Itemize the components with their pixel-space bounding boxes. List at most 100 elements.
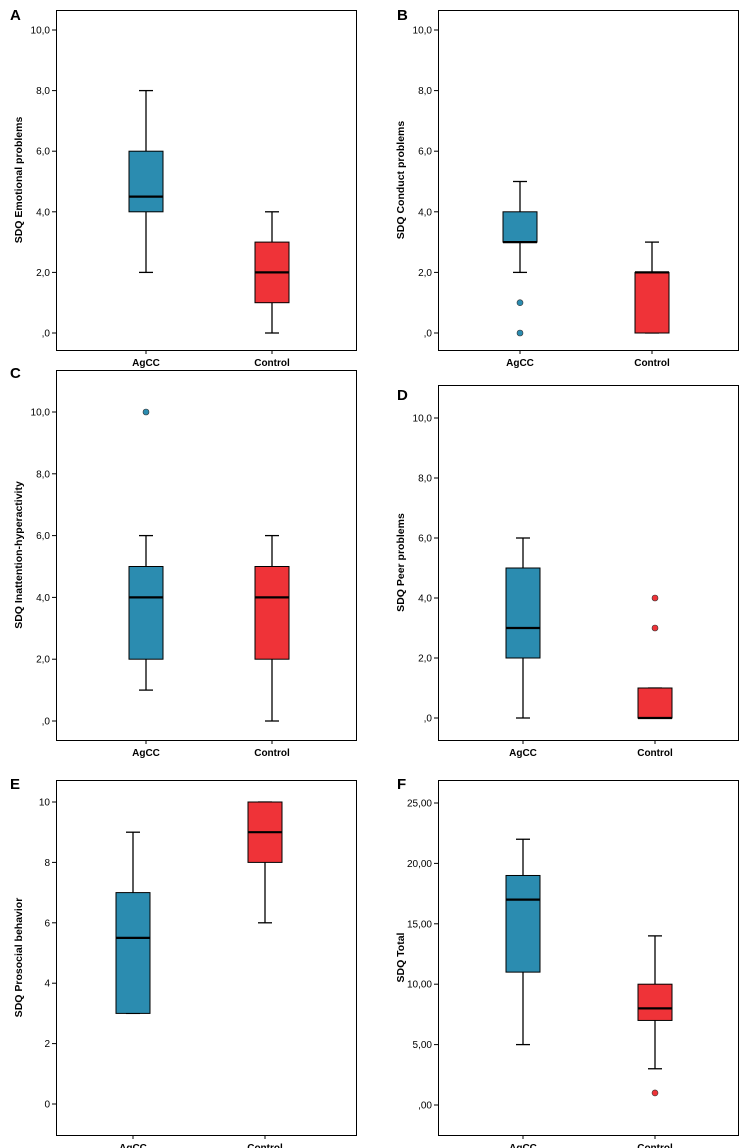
box-control: Control [634, 241, 670, 369]
y-tick-label: 4,0 [36, 207, 50, 218]
x-category-label: Control [637, 748, 673, 759]
box-agcc: AgCC [505, 537, 541, 759]
y-tick-label: 8,0 [418, 474, 432, 485]
x-category-label: Control [247, 1143, 283, 1148]
x-category-label: Control [254, 748, 290, 759]
y-tick-label: 6,0 [418, 534, 432, 545]
y-tick-label: 15,00 [407, 919, 432, 930]
y-tick-label: 25,00 [407, 799, 432, 810]
x-category-label: Control [634, 358, 670, 369]
y-tick-label: 4,0 [36, 593, 50, 604]
y-tick-label: 10,00 [407, 980, 432, 991]
plot-frame [438, 385, 739, 741]
x-category-label: AgCC [509, 748, 537, 759]
y-tick-label: 4 [44, 979, 50, 990]
outlier-point [516, 299, 524, 307]
outlier-point [651, 594, 659, 602]
x-category-label: AgCC [119, 1143, 147, 1148]
y-tick-label: ,00 [418, 1101, 432, 1112]
y-tick-label: 4,0 [418, 207, 432, 218]
x-category-label: AgCC [509, 1143, 537, 1148]
panel-letter: F [397, 776, 406, 793]
y-axis-title: SDQ Peer problems [395, 513, 407, 612]
box-agcc: AgCC [128, 408, 164, 759]
y-tick-label: 2 [44, 1039, 50, 1050]
y-tick-label: 2,0 [36, 268, 50, 279]
y-tick-label: 10,0 [31, 26, 51, 37]
panel-a: A ,0 2,0 4,0 6,0 8,0 10,0 SDQ Emotional problem… [10, 7, 357, 369]
y-tick-label: ,0 [424, 329, 433, 340]
y-tick-label: 6,0 [418, 147, 432, 158]
y-axis-title: SDQ Emotional problems [13, 117, 25, 244]
y-tick-label: 5,00 [413, 1040, 433, 1051]
panel-letter: D [397, 387, 408, 404]
x-category-label: Control [637, 1143, 673, 1148]
y-tick-label: 10,0 [413, 26, 433, 37]
outlier-point [142, 408, 150, 416]
box-control: Control [254, 211, 290, 369]
y-tick-label: ,0 [42, 329, 51, 340]
box-control: Control [247, 801, 283, 1148]
y-tick-label: ,0 [424, 714, 433, 725]
iqr-box [505, 874, 541, 973]
y-tick-label: 8,0 [418, 86, 432, 97]
box-control: Control [637, 935, 673, 1148]
plot-frame [56, 780, 357, 1136]
iqr-box [128, 150, 164, 213]
y-tick-label: 10,0 [413, 414, 433, 425]
y-tick-label: 6 [44, 918, 50, 929]
iqr-box [637, 983, 673, 1021]
y-tick-label: 0 [44, 1100, 50, 1111]
y-axis-title: SDQ Total [395, 932, 407, 982]
panel-e: E 0 2 4 6 8 10 SDQ Prosocial behavior AgCC Contro… [10, 776, 357, 1148]
y-tick-label: 2,0 [36, 655, 50, 666]
outlier-point [516, 329, 524, 337]
y-tick-label: 4,0 [418, 594, 432, 605]
box-agcc: AgCC [505, 838, 541, 1148]
box-control: Control [637, 594, 673, 759]
y-axis-title: SDQ Conduct problems [395, 121, 407, 240]
y-tick-label: 6,0 [36, 531, 50, 542]
iqr-box [254, 566, 290, 660]
iqr-box [128, 566, 164, 660]
y-tick-label: ,0 [42, 717, 51, 728]
panel-letter: E [10, 776, 20, 793]
y-tick-label: 6,0 [36, 147, 50, 158]
box-control: Control [254, 534, 290, 759]
y-axis-title: SDQ Prosocial behavior [13, 898, 25, 1018]
plot-frame [438, 10, 739, 351]
y-tick-label: 20,00 [407, 859, 432, 870]
box-agcc: AgCC [115, 831, 151, 1148]
iqr-box [505, 567, 541, 659]
panel-c: C ,0 2,0 4,0 6,0 8,0 10,0 SDQ Inattention-hyper… [10, 365, 357, 759]
panel-letter: C [10, 365, 21, 382]
plot-frame [56, 10, 357, 351]
outlier-point [651, 1089, 659, 1097]
panel-letter: A [10, 7, 21, 24]
x-category-label: AgCC [132, 358, 160, 369]
panel-f: F ,00 5,00 10,00 15,00 20,00 25,00 SDQ Total AgC… [395, 776, 739, 1148]
y-tick-label: 8,0 [36, 469, 50, 480]
panel-b: B ,0 2,0 4,0 6,0 8,0 10,0 SDQ Conduct problems A… [395, 7, 739, 369]
panel-letter: B [397, 7, 408, 24]
panel-d: D ,0 2,0 4,0 6,0 8,0 10,0 SDQ Peer problems AgCC… [395, 385, 739, 759]
y-tick-label: 10 [39, 798, 51, 809]
y-tick-label: 8 [44, 858, 50, 869]
plot-frame [438, 780, 739, 1136]
y-tick-label: 8,0 [36, 86, 50, 97]
box-agcc: AgCC [128, 89, 164, 369]
plot-frame [56, 370, 357, 741]
y-tick-label: 2,0 [418, 268, 432, 279]
y-axis-title: SDQ Inattention-hyperactivity [13, 481, 25, 629]
iqr-box [637, 687, 673, 719]
iqr-box [634, 271, 670, 334]
y-tick-label: 2,0 [418, 654, 432, 665]
x-category-label: Control [254, 358, 290, 369]
x-category-label: AgCC [506, 358, 534, 369]
box-agcc: AgCC [502, 180, 538, 369]
x-category-label: AgCC [132, 748, 160, 759]
iqr-box [115, 892, 151, 1014]
iqr-box [502, 211, 538, 243]
outlier-point [651, 624, 659, 632]
